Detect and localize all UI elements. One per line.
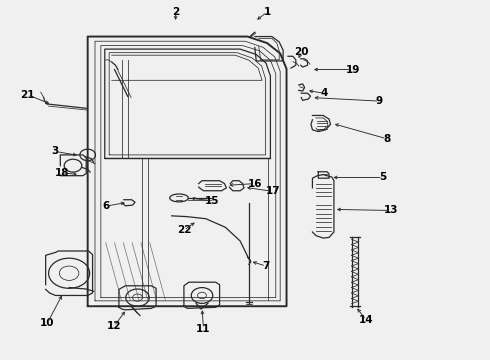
Text: 20: 20	[294, 46, 308, 57]
Text: 6: 6	[102, 201, 109, 211]
Text: 10: 10	[40, 319, 54, 328]
Text: 22: 22	[177, 225, 191, 235]
Text: 21: 21	[20, 90, 35, 100]
Text: 3: 3	[51, 146, 58, 156]
Text: 19: 19	[346, 64, 361, 75]
Text: 7: 7	[262, 261, 270, 271]
Text: 12: 12	[107, 321, 122, 331]
Text: 4: 4	[320, 88, 328, 98]
Text: 15: 15	[204, 196, 219, 206]
Text: 9: 9	[376, 96, 383, 106]
Text: 2: 2	[172, 7, 179, 17]
Text: 1: 1	[263, 7, 270, 17]
Text: 8: 8	[383, 134, 391, 144]
Text: 13: 13	[383, 206, 398, 216]
Text: 11: 11	[196, 324, 211, 334]
Text: 5: 5	[379, 172, 387, 183]
Text: 18: 18	[54, 168, 69, 178]
Text: 16: 16	[247, 179, 262, 189]
Text: 14: 14	[359, 315, 373, 325]
Text: 17: 17	[266, 186, 281, 197]
